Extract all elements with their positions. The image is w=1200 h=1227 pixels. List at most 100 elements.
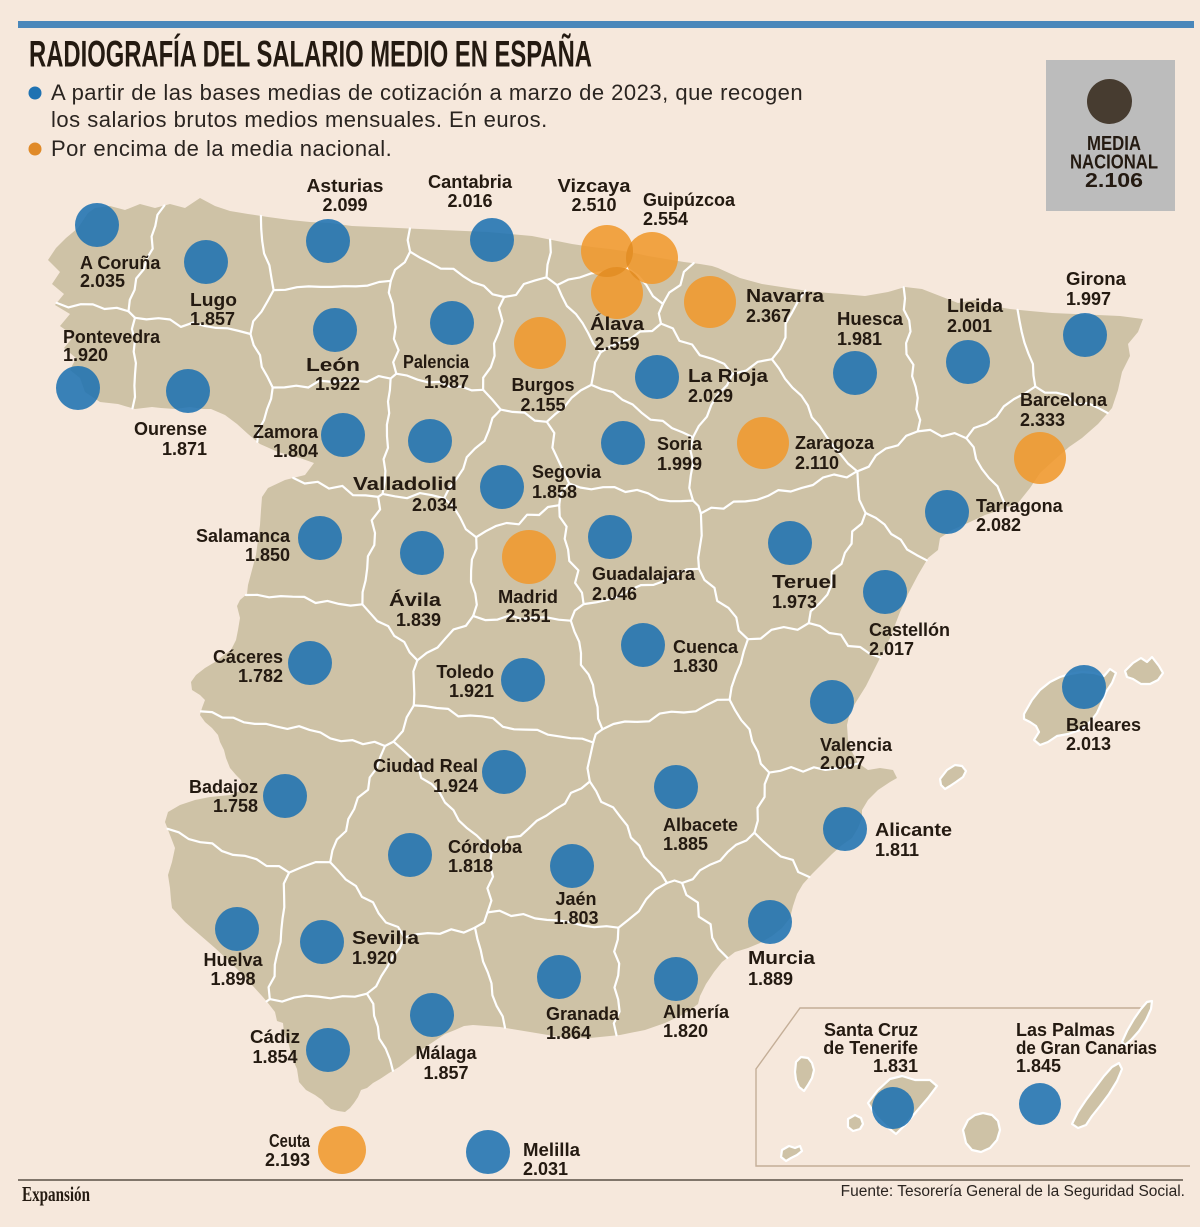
svg-text:Vizcaya: Vizcaya: [558, 176, 632, 196]
svg-text:Lugo: Lugo: [190, 290, 237, 310]
svg-text:de Gran Canarias: de Gran Canarias: [1016, 1038, 1157, 1058]
svg-text:2.082: 2.082: [976, 515, 1021, 535]
svg-text:MEDIA: MEDIA: [1087, 133, 1141, 155]
svg-text:2.001: 2.001: [947, 316, 992, 336]
svg-text:A Coruña: A Coruña: [80, 253, 161, 273]
svg-text:1.758: 1.758: [213, 796, 258, 816]
svg-text:Baleares: Baleares: [1066, 715, 1141, 735]
svg-text:2.367: 2.367: [746, 306, 791, 326]
svg-text:1.850: 1.850: [245, 545, 290, 565]
svg-text:Zamora: Zamora: [253, 422, 319, 442]
svg-text:Ceuta: Ceuta: [269, 1131, 311, 1151]
svg-text:Expansión: Expansión: [22, 1182, 90, 1206]
svg-text:1.803: 1.803: [553, 908, 598, 928]
svg-text:Soria: Soria: [657, 434, 703, 454]
svg-text:1.920: 1.920: [352, 948, 397, 968]
svg-text:Valencia: Valencia: [820, 735, 893, 755]
svg-text:Ciudad Real: Ciudad Real: [373, 756, 478, 776]
svg-text:2.046: 2.046: [592, 584, 637, 604]
svg-text:Asturias: Asturias: [307, 176, 384, 196]
svg-text:2.029: 2.029: [688, 386, 733, 406]
svg-text:1.924: 1.924: [433, 776, 478, 796]
svg-text:2.193: 2.193: [265, 1150, 310, 1170]
svg-text:Barcelona: Barcelona: [1020, 390, 1108, 410]
svg-text:Córdoba: Córdoba: [448, 837, 523, 857]
svg-text:Santa Cruz: Santa Cruz: [824, 1020, 918, 1040]
svg-text:Pontevedra: Pontevedra: [63, 327, 161, 347]
svg-text:2.013: 2.013: [1066, 734, 1111, 754]
svg-text:Valladolid: Valladolid: [353, 474, 457, 494]
svg-text:Álava: Álava: [590, 313, 645, 334]
svg-text:2.016: 2.016: [447, 191, 492, 211]
svg-text:1.898: 1.898: [210, 969, 255, 989]
svg-text:1.922: 1.922: [315, 374, 360, 394]
svg-text:Lleida: Lleida: [947, 296, 1004, 316]
svg-text:Sevilla: Sevilla: [352, 928, 420, 948]
svg-text:Cuenca: Cuenca: [673, 637, 739, 657]
svg-text:1.921: 1.921: [449, 681, 494, 701]
svg-text:1.885: 1.885: [663, 834, 708, 854]
svg-text:1.997: 1.997: [1066, 289, 1111, 309]
svg-text:2.333: 2.333: [1020, 410, 1065, 430]
svg-text:1.889: 1.889: [748, 969, 793, 989]
svg-text:Guadalajara: Guadalajara: [592, 564, 696, 584]
svg-text:1.981: 1.981: [837, 329, 882, 349]
svg-text:2.106: 2.106: [1085, 170, 1143, 192]
svg-text:1.830: 1.830: [673, 656, 718, 676]
svg-text:1.920: 1.920: [63, 345, 108, 365]
svg-text:Zaragoza: Zaragoza: [795, 433, 875, 453]
svg-text:Murcia: Murcia: [748, 948, 816, 968]
svg-text:1.973: 1.973: [772, 592, 817, 612]
svg-text:Ourense: Ourense: [134, 419, 207, 439]
svg-text:1.818: 1.818: [448, 856, 493, 876]
svg-text:1.857: 1.857: [423, 1063, 468, 1083]
svg-text:de Tenerife: de Tenerife: [823, 1038, 918, 1058]
svg-text:2.510: 2.510: [571, 195, 616, 215]
svg-text:Cáceres: Cáceres: [213, 647, 283, 667]
svg-text:Girona: Girona: [1066, 269, 1127, 289]
svg-text:1.845: 1.845: [1016, 1056, 1061, 1076]
svg-text:1.839: 1.839: [396, 610, 441, 630]
svg-text:Cantabria: Cantabria: [428, 172, 513, 192]
svg-text:Castellón: Castellón: [869, 620, 950, 640]
svg-text:Palencia: Palencia: [403, 352, 470, 372]
svg-text:2.007: 2.007: [820, 753, 865, 773]
svg-text:Las Palmas: Las Palmas: [1016, 1020, 1115, 1040]
svg-text:1.811: 1.811: [875, 840, 919, 860]
svg-text:2.031: 2.031: [523, 1159, 568, 1179]
svg-text:1.854: 1.854: [252, 1047, 297, 1067]
svg-text:2.554: 2.554: [643, 209, 688, 229]
svg-text:Huesca: Huesca: [837, 309, 904, 329]
svg-text:Toledo: Toledo: [436, 662, 494, 682]
svg-text:1.871: 1.871: [162, 439, 207, 459]
svg-text:Por encima de la media naciona: Por encima de la media nacional.: [51, 136, 392, 161]
svg-text:A partir de las bases medias d: A partir de las bases medias de cotizaci…: [51, 80, 803, 105]
svg-text:Burgos: Burgos: [512, 375, 575, 395]
svg-text:1.864: 1.864: [546, 1023, 591, 1043]
svg-text:Tarragona: Tarragona: [976, 496, 1064, 516]
svg-text:2.110: 2.110: [795, 453, 839, 473]
svg-text:Huelva: Huelva: [203, 950, 263, 970]
svg-text:2.559: 2.559: [594, 334, 639, 354]
svg-text:2.155: 2.155: [520, 395, 565, 415]
svg-text:1.820: 1.820: [663, 1021, 708, 1041]
svg-text:Cádiz: Cádiz: [250, 1027, 300, 1047]
svg-text:2.351: 2.351: [505, 606, 550, 626]
svg-text:Granada: Granada: [546, 1004, 620, 1024]
svg-text:Jaén: Jaén: [555, 889, 596, 909]
svg-text:1.987: 1.987: [424, 372, 469, 392]
svg-text:1.858: 1.858: [532, 482, 577, 502]
svg-text:1.857: 1.857: [190, 309, 235, 329]
svg-text:Almería: Almería: [663, 1002, 730, 1022]
svg-text:Ávila: Ávila: [389, 589, 442, 610]
svg-text:1.804: 1.804: [273, 441, 318, 461]
svg-text:Navarra: Navarra: [746, 286, 825, 306]
svg-text:2.017: 2.017: [869, 639, 914, 659]
svg-text:Teruel: Teruel: [772, 572, 837, 592]
svg-text:Melilla: Melilla: [523, 1140, 581, 1160]
svg-text:NACIONAL: NACIONAL: [1070, 152, 1158, 174]
svg-text:Badajoz: Badajoz: [189, 777, 258, 797]
svg-text:los salarios brutos medios men: los salarios brutos medios mensuales. En…: [51, 107, 548, 132]
svg-text:Fuente: Tesorería General de l: Fuente: Tesorería General de la Segurida…: [841, 1183, 1185, 1200]
svg-text:Alicante: Alicante: [875, 820, 952, 840]
